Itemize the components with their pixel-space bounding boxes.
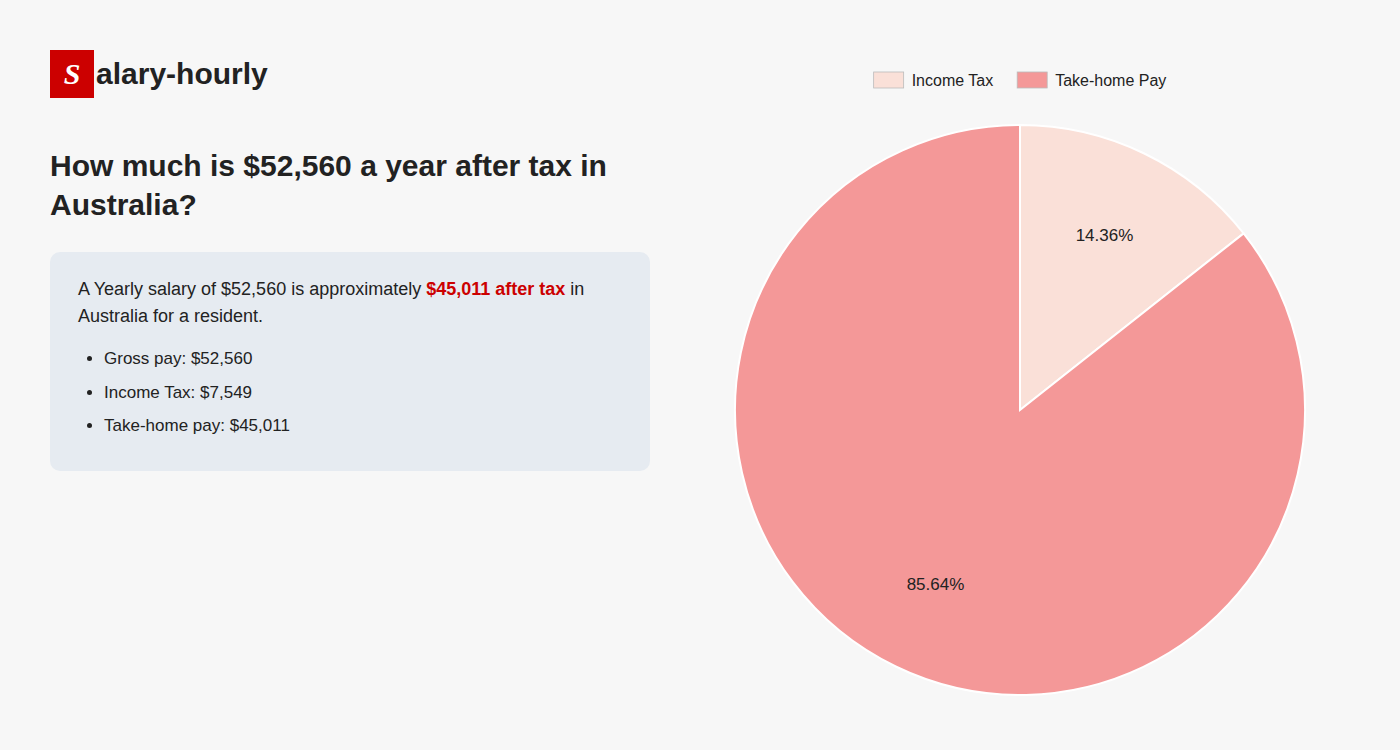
legend-swatch <box>1017 72 1047 88</box>
info-text: in <box>565 279 584 299</box>
info-text: A Yearly salary of $52,560 is approximat… <box>78 279 426 299</box>
chart-panel: 14.36% 85.64% Income Tax Take-home Pay <box>680 0 1380 750</box>
pie-slice <box>735 125 1305 695</box>
info-box: A Yearly salary of $52,560 is approximat… <box>50 252 650 471</box>
bullet-item: Take-home pay: $45,011 <box>104 413 622 439</box>
legend-label: Income Tax <box>912 72 994 89</box>
bullet-list: Gross pay: $52,560 Income Tax: $7,549 Take… <box>78 346 622 439</box>
logo-text: alary-hourly <box>96 57 268 91</box>
legend: Income Tax Take-home Pay <box>874 72 1167 89</box>
data-label: 14.36% <box>1076 226 1134 245</box>
text-panel: Salary-hourly How much is $52,560 a year … <box>50 50 650 471</box>
info-highlight: $45,011 after tax <box>426 279 565 299</box>
data-label: 85.64% <box>907 575 965 594</box>
legend-item: Income Tax <box>874 72 994 89</box>
logo-mark: S <box>50 50 94 98</box>
bullet-item: Gross pay: $52,560 <box>104 346 622 372</box>
data-labels: 14.36% 85.64% <box>907 226 1134 594</box>
bullet-item: Income Tax: $7,549 <box>104 380 622 406</box>
legend-item: Take-home Pay <box>1017 72 1166 89</box>
legend-label: Take-home Pay <box>1055 72 1166 89</box>
legend-swatch <box>874 72 904 88</box>
pie-chart: 14.36% 85.64% Income Tax Take-home Pay <box>680 0 1380 750</box>
info-line: Australia for a resident. <box>78 303 622 330</box>
slices <box>735 125 1305 695</box>
logo: Salary-hourly <box>50 50 650 98</box>
info-line: A Yearly salary of $52,560 is approximat… <box>78 276 622 303</box>
title: How much is $52,560 a year after tax in … <box>50 146 650 224</box>
